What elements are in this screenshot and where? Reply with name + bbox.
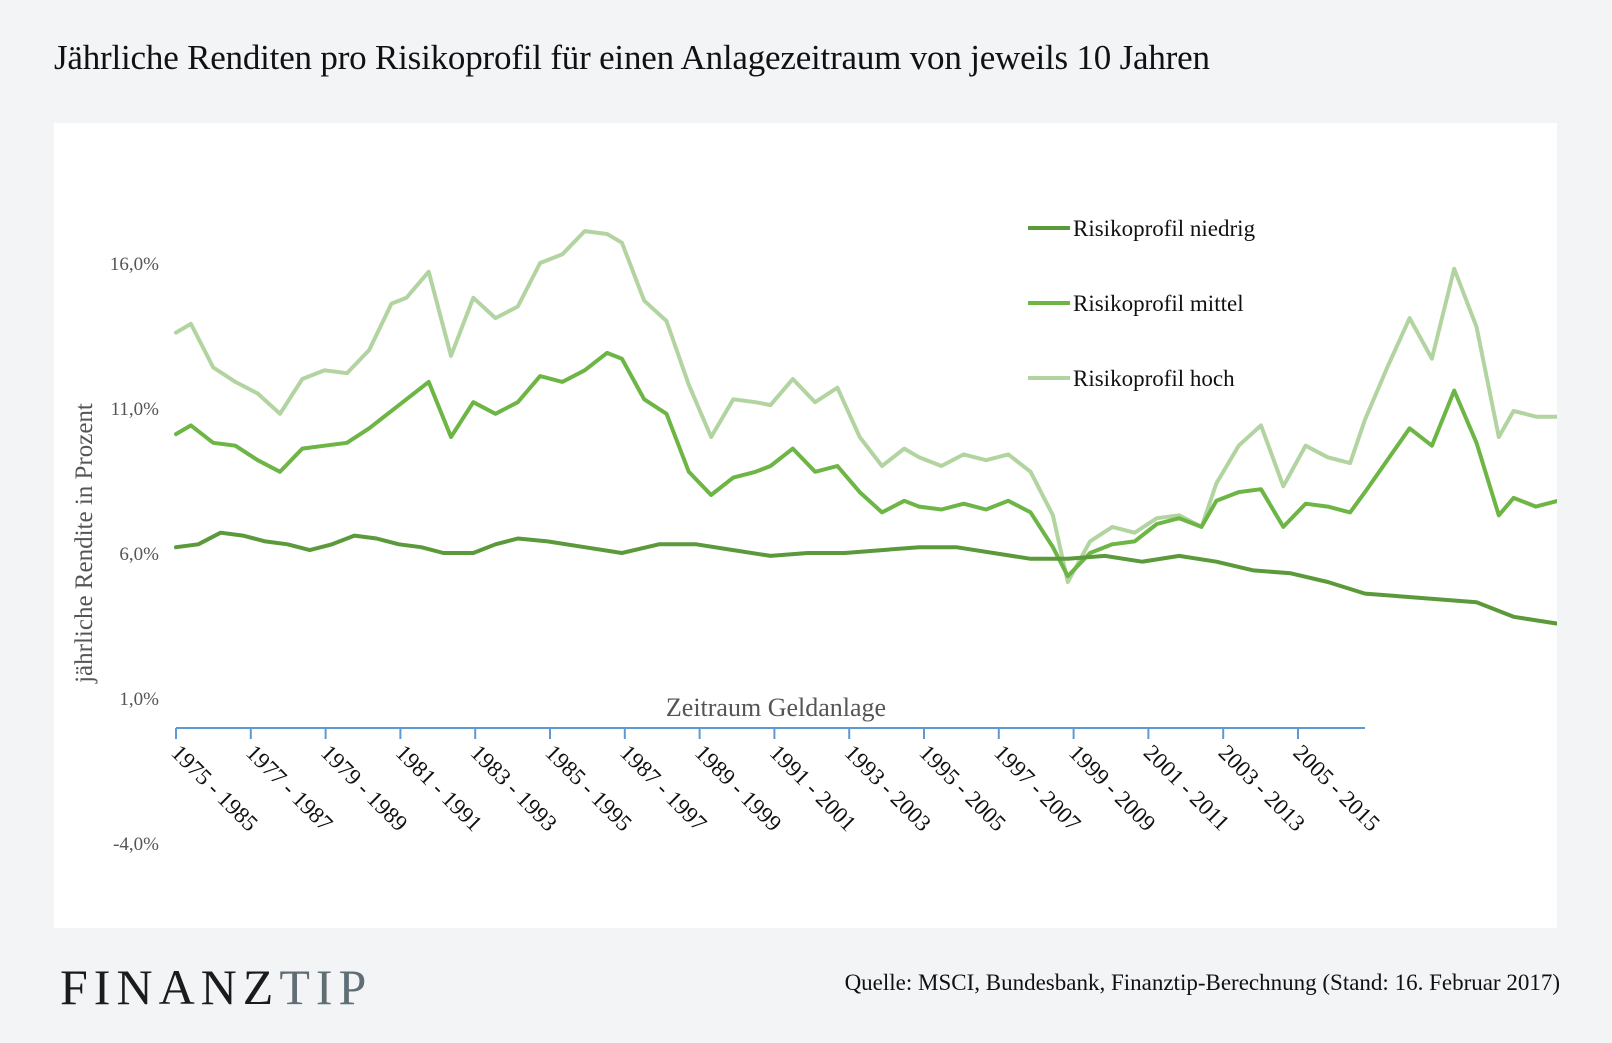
y-tick-label: 16,0% — [110, 254, 159, 275]
legend-label-niedrig: Risikoprofil niedrig — [1073, 216, 1256, 241]
x-axis-label: Zeitraum Geldanlage — [666, 693, 886, 722]
y-tick-label: 6,0% — [119, 544, 159, 565]
series-line-niedrig — [174, 530, 1557, 626]
y-tick-label: 1,0% — [119, 689, 159, 710]
legend-label-hoch: Risikoprofil hoch — [1073, 366, 1235, 391]
chart-title: Jährliche Renditen pro Risikoprofil für … — [54, 38, 1210, 77]
source-note: Quelle: MSCI, Bundesbank, Finanztip-Bere… — [844, 970, 1560, 995]
legend-label-mittel: Risikoprofil mittel — [1073, 291, 1244, 316]
logo-part-finanz: FINANZ — [60, 959, 280, 1015]
series-line-hoch — [174, 229, 1557, 584]
line-chart: jährliche Rendite in Prozent Zeitraum Ge… — [71, 216, 1557, 855]
finanztip-logo: FINANZTIP — [60, 958, 372, 1016]
chart-panel: jährliche Rendite in Prozent Zeitraum Ge… — [54, 123, 1557, 928]
logo-part-tip: TIP — [279, 959, 373, 1015]
y-tick-label: 11,0% — [111, 399, 160, 420]
y-axis-label: jährliche Rendite in Prozent — [71, 403, 98, 684]
series-line-mittel — [174, 350, 1557, 579]
y-tick-label: -4,0% — [113, 834, 159, 855]
